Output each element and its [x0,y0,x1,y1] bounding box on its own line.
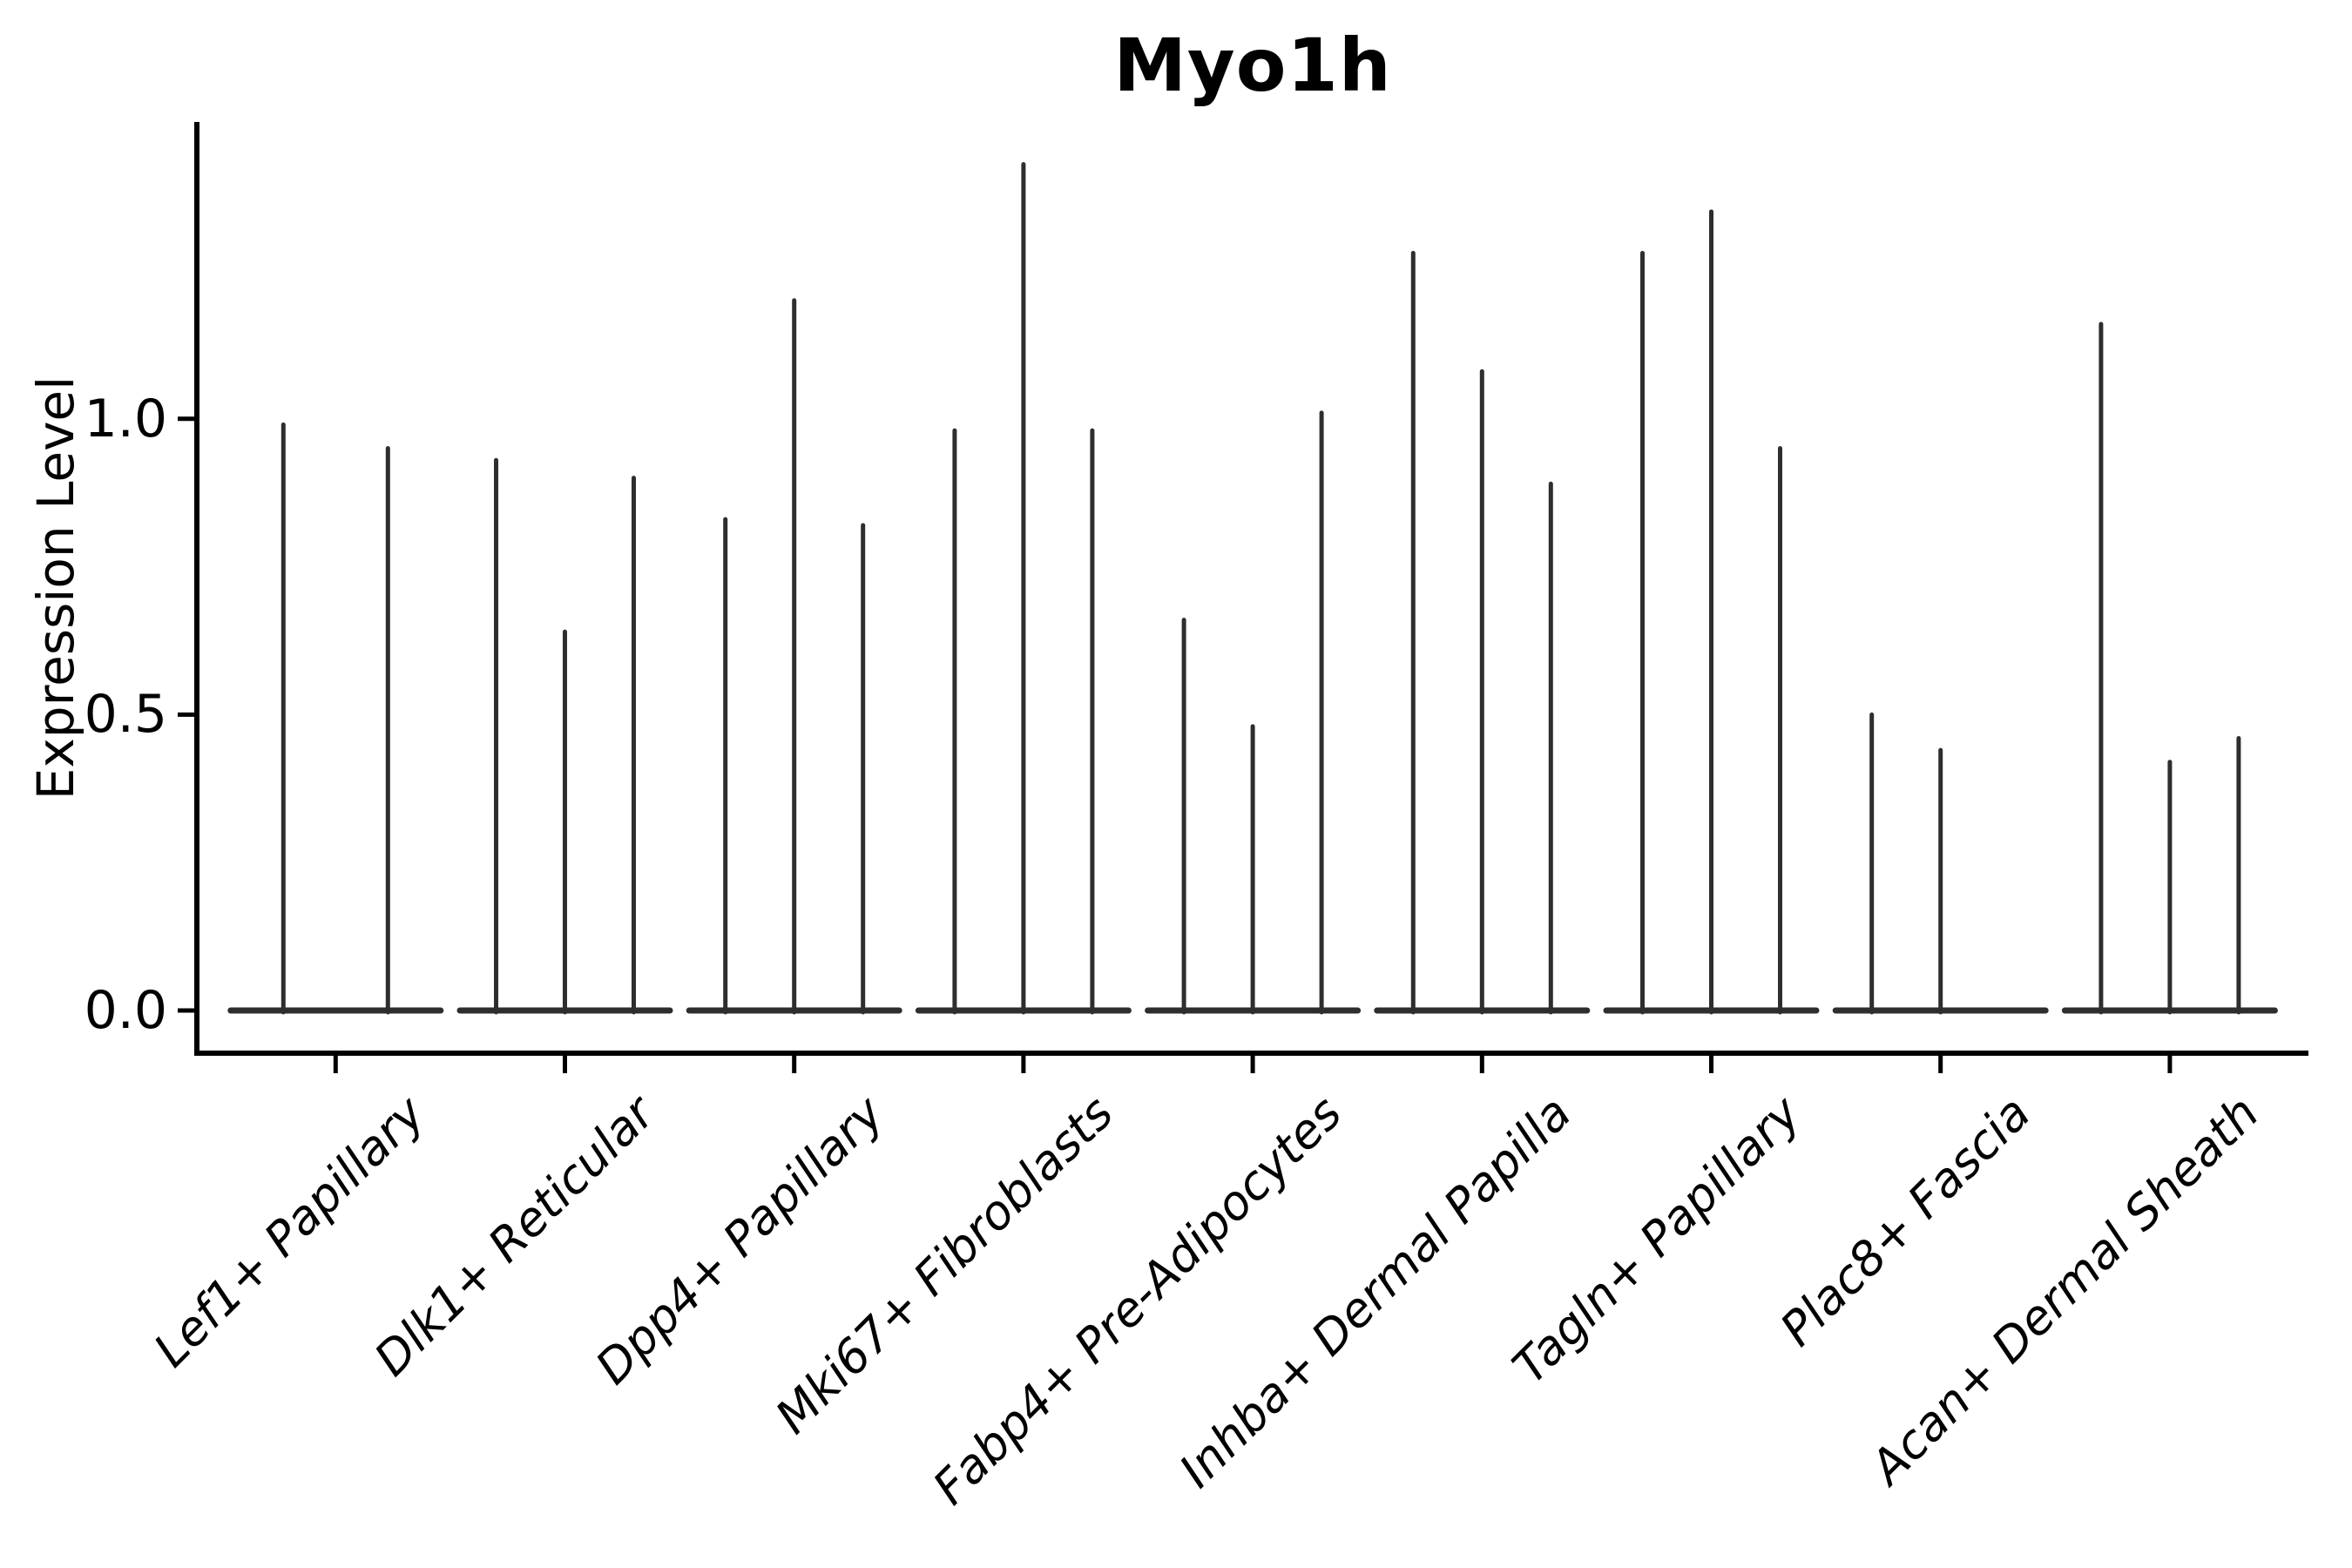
chart-title: Myo1h [1113,23,1392,108]
y-tick-label: 0.0 [84,980,167,1041]
y-tick-label: 1.0 [84,388,167,449]
y-tick-label: 0.5 [84,684,167,746]
